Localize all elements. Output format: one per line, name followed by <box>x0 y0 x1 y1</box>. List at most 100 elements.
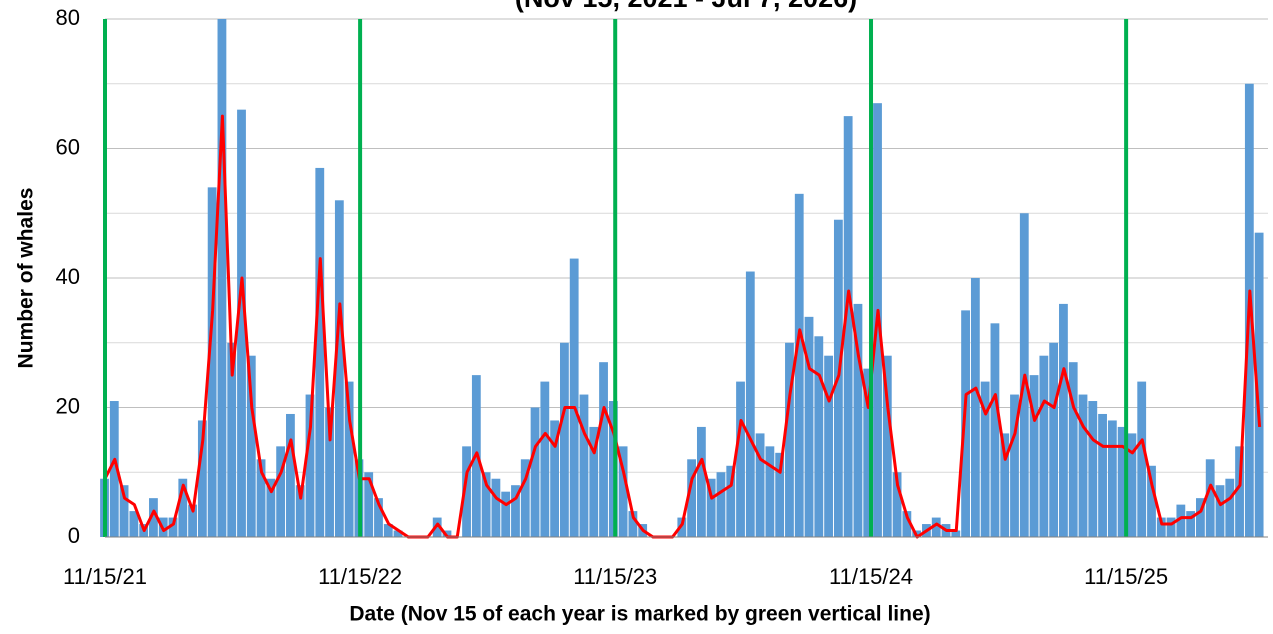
bar <box>745 271 755 537</box>
bar <box>863 368 873 537</box>
bar <box>804 316 814 537</box>
bar <box>1010 394 1019 537</box>
bar <box>902 511 912 537</box>
y-tick-label: 20 <box>56 393 80 418</box>
bar <box>589 426 599 537</box>
bar <box>217 19 227 537</box>
bar <box>843 116 853 537</box>
bar <box>1098 413 1107 537</box>
x-tick-label: 11/15/23 <box>573 564 657 589</box>
x-tick-label: 11/15/25 <box>1084 564 1168 589</box>
bar <box>393 530 403 537</box>
bar <box>716 472 726 537</box>
y-axis-label: Number of whales <box>15 188 38 369</box>
bar <box>736 381 745 537</box>
bar <box>520 459 530 537</box>
bar <box>149 498 158 537</box>
bar <box>374 498 383 537</box>
bar <box>1000 433 1010 537</box>
bar <box>511 485 520 537</box>
bar <box>1235 446 1244 537</box>
bar <box>853 303 863 537</box>
bar <box>129 511 139 537</box>
bar <box>892 472 902 537</box>
bar <box>618 446 628 537</box>
y-tick-label: 80 <box>56 5 80 30</box>
bar <box>364 472 374 537</box>
bar <box>1186 511 1196 537</box>
bar <box>814 336 824 537</box>
bar <box>1059 303 1068 537</box>
bar <box>569 258 579 537</box>
bar <box>1078 394 1088 537</box>
bar <box>1107 420 1117 537</box>
bar <box>775 452 785 537</box>
bar <box>599 362 608 537</box>
bar <box>1254 232 1264 538</box>
bar <box>765 446 775 537</box>
bar <box>462 446 471 537</box>
x-axis-label: Date (Nov 15 of each year is marked by g… <box>349 603 930 626</box>
bar <box>990 323 1000 537</box>
bar <box>481 472 491 537</box>
bar <box>344 381 354 537</box>
bar <box>168 517 178 537</box>
bar <box>256 459 266 537</box>
bar <box>961 310 970 537</box>
bar <box>286 413 295 537</box>
bar <box>970 278 980 537</box>
bar <box>785 342 794 537</box>
x-tick-label: 11/15/22 <box>318 564 402 589</box>
bar <box>178 478 188 537</box>
bar <box>1225 478 1235 537</box>
bar <box>188 504 197 537</box>
bar <box>726 465 736 537</box>
bar <box>1205 459 1215 537</box>
bar <box>824 355 833 537</box>
bar <box>383 524 393 537</box>
bar <box>207 187 217 537</box>
bar <box>109 401 119 537</box>
bar <box>1039 355 1049 537</box>
bar <box>1137 381 1147 537</box>
bar <box>1049 342 1059 537</box>
bar <box>687 459 697 537</box>
bar <box>980 381 990 537</box>
x-tick-label: 11/15/21 <box>63 564 147 589</box>
bar <box>119 485 129 537</box>
bar <box>501 491 511 537</box>
bar <box>530 407 540 537</box>
bar <box>1127 433 1137 537</box>
y-tick-label: 60 <box>56 134 80 159</box>
bar <box>706 478 716 537</box>
y-tick-label: 40 <box>56 264 80 289</box>
bar <box>1147 465 1156 537</box>
bar <box>295 485 305 537</box>
bar <box>266 478 276 537</box>
bar <box>677 517 687 537</box>
bar <box>696 426 706 537</box>
bar <box>1215 485 1225 537</box>
bar <box>246 355 256 537</box>
bar <box>1166 517 1176 537</box>
bar <box>559 342 569 537</box>
bar <box>1117 426 1127 537</box>
bar <box>1196 498 1205 537</box>
bar <box>951 530 961 537</box>
chart-title: (Nov 15, 2021 - Jul 7, 2026) <box>515 0 857 13</box>
bar <box>491 478 501 537</box>
bar <box>315 167 325 538</box>
bar <box>550 420 560 537</box>
bar <box>1068 362 1078 537</box>
bar <box>1029 375 1039 537</box>
bar <box>579 394 589 537</box>
bar <box>227 342 237 537</box>
bar <box>540 381 550 537</box>
bar <box>325 407 334 537</box>
bar <box>794 193 804 537</box>
bar <box>931 517 941 537</box>
bar <box>1088 401 1098 537</box>
bar <box>1176 504 1186 537</box>
x-tick-label: 11/15/24 <box>829 564 913 589</box>
